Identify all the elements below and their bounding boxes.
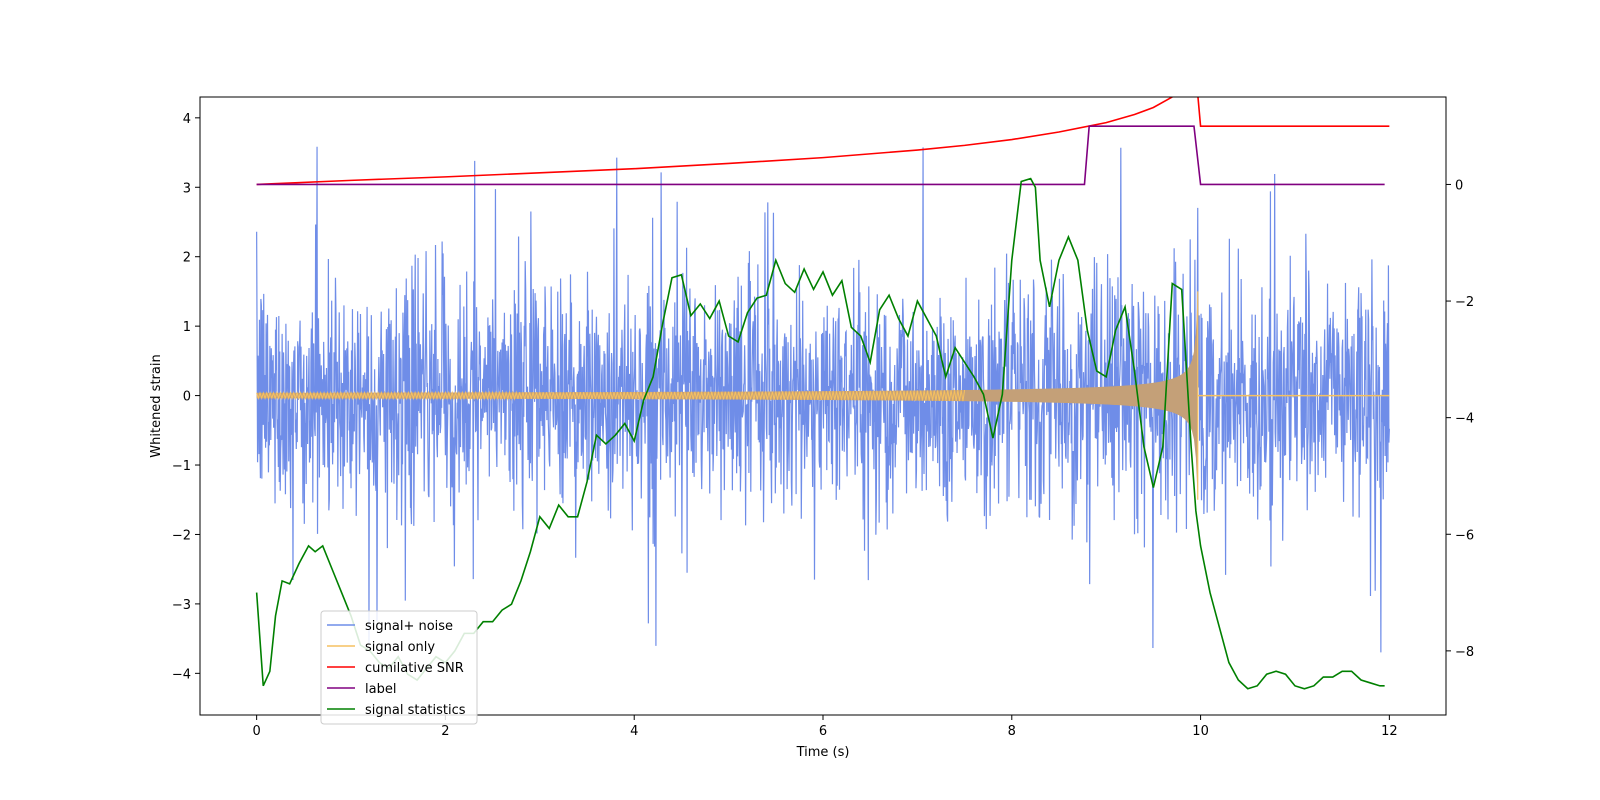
legend-entry-0: signal+ noise: [365, 619, 453, 634]
y-tick-label-8: 4: [183, 112, 191, 127]
x-tick-label-6: 12: [1381, 724, 1398, 739]
x-axis-label: Time (s): [796, 745, 850, 760]
legend-entry-2: cumilative SNR: [365, 661, 464, 676]
legend-entry-1: signal only: [365, 640, 435, 655]
y2-tick-label-1: −6: [1455, 528, 1474, 543]
signal-oscillation: [256, 389, 966, 402]
line-cumulative-snr: [256, 97, 1390, 186]
legend: signal+ noise signal only cumilative SNR la…: [320, 610, 478, 725]
legend-entry-4: signal statistics: [365, 703, 466, 718]
legend-box: [320, 610, 478, 725]
series-signal-noise: [256, 146, 1390, 653]
line-signal-noise: [256, 146, 1390, 653]
y-tick-label-2: −2: [172, 528, 191, 543]
x-tick-label-4: 8: [1008, 724, 1016, 739]
legend-entry-3: label: [365, 682, 396, 697]
signal-envelope: [256, 291, 1198, 500]
y-tick-label-6: 2: [183, 251, 191, 266]
y-axis-label: Whitened strain: [149, 354, 164, 457]
x-tick-label-2: 4: [630, 724, 638, 739]
y-tick-label-7: 3: [183, 181, 191, 196]
y-tick-label-1: −3: [172, 598, 191, 613]
y2-tick-label-4: 0: [1455, 178, 1463, 193]
y-tick-label-5: 1: [183, 320, 191, 335]
x-tick-label-5: 10: [1192, 724, 1209, 739]
x-tick-label-3: 6: [819, 724, 827, 739]
y2-tick-label-0: −8: [1455, 645, 1474, 660]
y2-tick-label-2: −4: [1455, 412, 1474, 427]
y-tick-label-3: −1: [172, 459, 191, 474]
series-signal-only: [256, 291, 1390, 500]
y2-tick-label-3: −2: [1455, 295, 1474, 310]
y-tick-label-4: 0: [183, 390, 191, 405]
x-tick-label-1: 2: [441, 724, 449, 739]
x-tick-label-0: 0: [252, 724, 260, 739]
y-tick-label-0: −4: [172, 667, 191, 682]
line-label: [256, 125, 1385, 186]
